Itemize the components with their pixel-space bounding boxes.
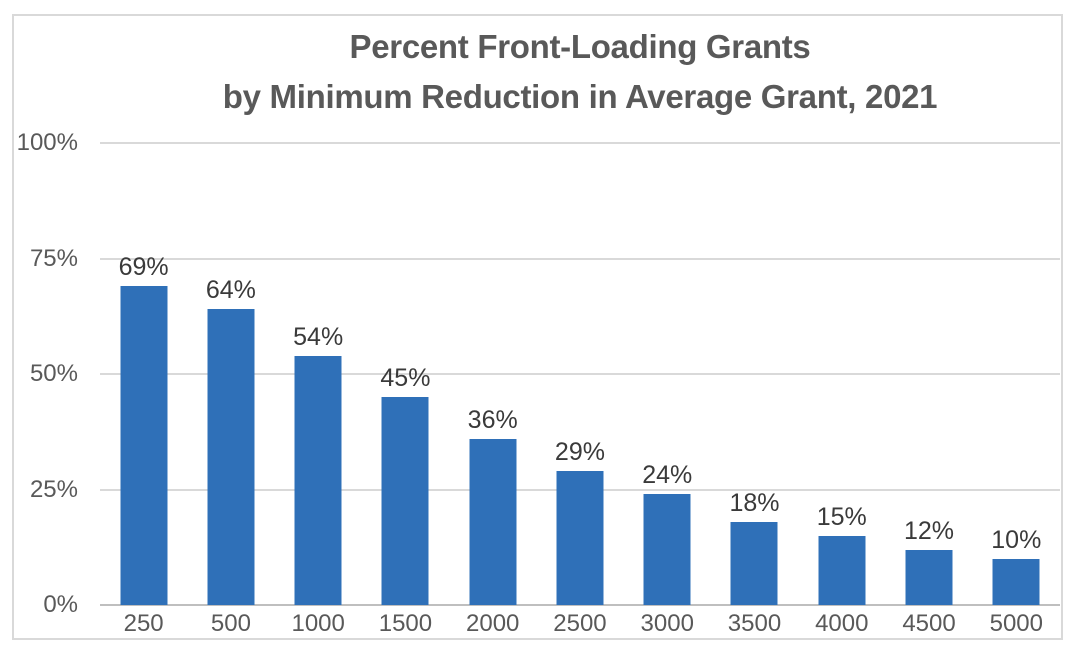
x-axis-line [100,604,1060,606]
plot-area: 69% 64% 54% 45% 36% 29% 24% 18% 15% 12% 10% [100,142,1060,606]
bar-slot-500: 64% [187,143,274,605]
x-tick-label-4000: 4000 [815,610,869,637]
chart-title-line1: Percent Front-Loading Grants [349,28,811,65]
x-tick-label-4500: 4500 [902,610,956,637]
data-label-250: 69% [118,253,169,282]
x-tick-label-1500: 1500 [378,610,433,637]
bar-5000[interactable] [992,558,1040,605]
y-tick-label-0pct: 0% [43,591,78,618]
y-axis-labels: 0% 25% 50% 75% 100% [14,129,78,618]
bar-slot-2000: 36% [449,143,536,605]
x-axis-labels: 250 500 1000 1500 2000 2500 3000 3500 4000 4500 50… [100,610,1060,638]
bar-slot-5000: 10% [973,143,1060,605]
y-tick-label-75pct: 75% [29,244,78,272]
chart-title-line2: by Minimum Reduction in Average Grant, 2… [222,78,938,115]
data-label-500: 64% [205,276,256,305]
y-tick-label-50pct: 50% [29,360,78,387]
chart-title: Percent Front-Loading Grants by Minimum … [100,22,1060,122]
x-tick-label-3500: 3500 [727,610,782,637]
x-tick-label-5000: 5000 [989,610,1043,637]
gridline-75 [100,257,1060,260]
data-label-1000: 54% [293,322,344,351]
x-tick-label-250: 250 [123,610,164,637]
bar-slot-250: 69% [100,143,187,605]
gridline-100 [100,142,1060,144]
bar-500[interactable] [207,309,255,605]
bar-1000[interactable] [294,355,342,605]
y-tick-label-25pct: 25% [29,475,78,503]
x-tick-label-1000: 1000 [291,610,345,637]
x-tick-label-3000: 3000 [640,610,694,637]
bar-slot-2500: 29% [536,143,623,605]
data-label-2000: 36% [467,405,518,434]
bar-2000[interactable] [469,438,517,605]
bar-3000[interactable] [643,494,691,605]
data-label-3500: 18% [729,488,780,517]
bar-4500[interactable] [905,549,953,605]
bar-slot-4000: 15% [798,143,885,605]
data-label-5000: 10% [991,525,1042,554]
data-label-4500: 12% [903,516,955,545]
data-label-2500: 29% [554,438,605,467]
bar-series: 69% 64% 54% 45% 36% 29% 24% 18% 15% 12% 10% [100,143,1060,605]
chart-frame: Percent Front-Loading Grants by Minimum … [12,14,1063,640]
x-tick-label-2000: 2000 [466,610,520,637]
bar-slot-1000: 54% [275,143,362,605]
bar-slot-3000: 24% [624,143,711,605]
bar-250[interactable] [120,286,168,605]
bar-slot-4500: 12% [885,143,972,605]
bar-3500[interactable] [730,521,778,605]
bar-2500[interactable] [556,471,604,605]
bar-slot-1500: 45% [362,143,449,605]
data-label-4000: 15% [816,502,867,531]
bar-slot-3500: 18% [711,143,798,605]
x-tick-label-2500: 2500 [553,610,607,637]
bar-1500[interactable] [381,397,429,605]
gridline-50 [100,373,1060,375]
x-tick-label-500: 500 [210,610,251,637]
data-label-1500: 45% [380,364,431,393]
data-label-3000: 24% [642,461,693,490]
bar-4000[interactable] [818,535,866,605]
y-tick-label-100pct: 100% [16,129,78,156]
